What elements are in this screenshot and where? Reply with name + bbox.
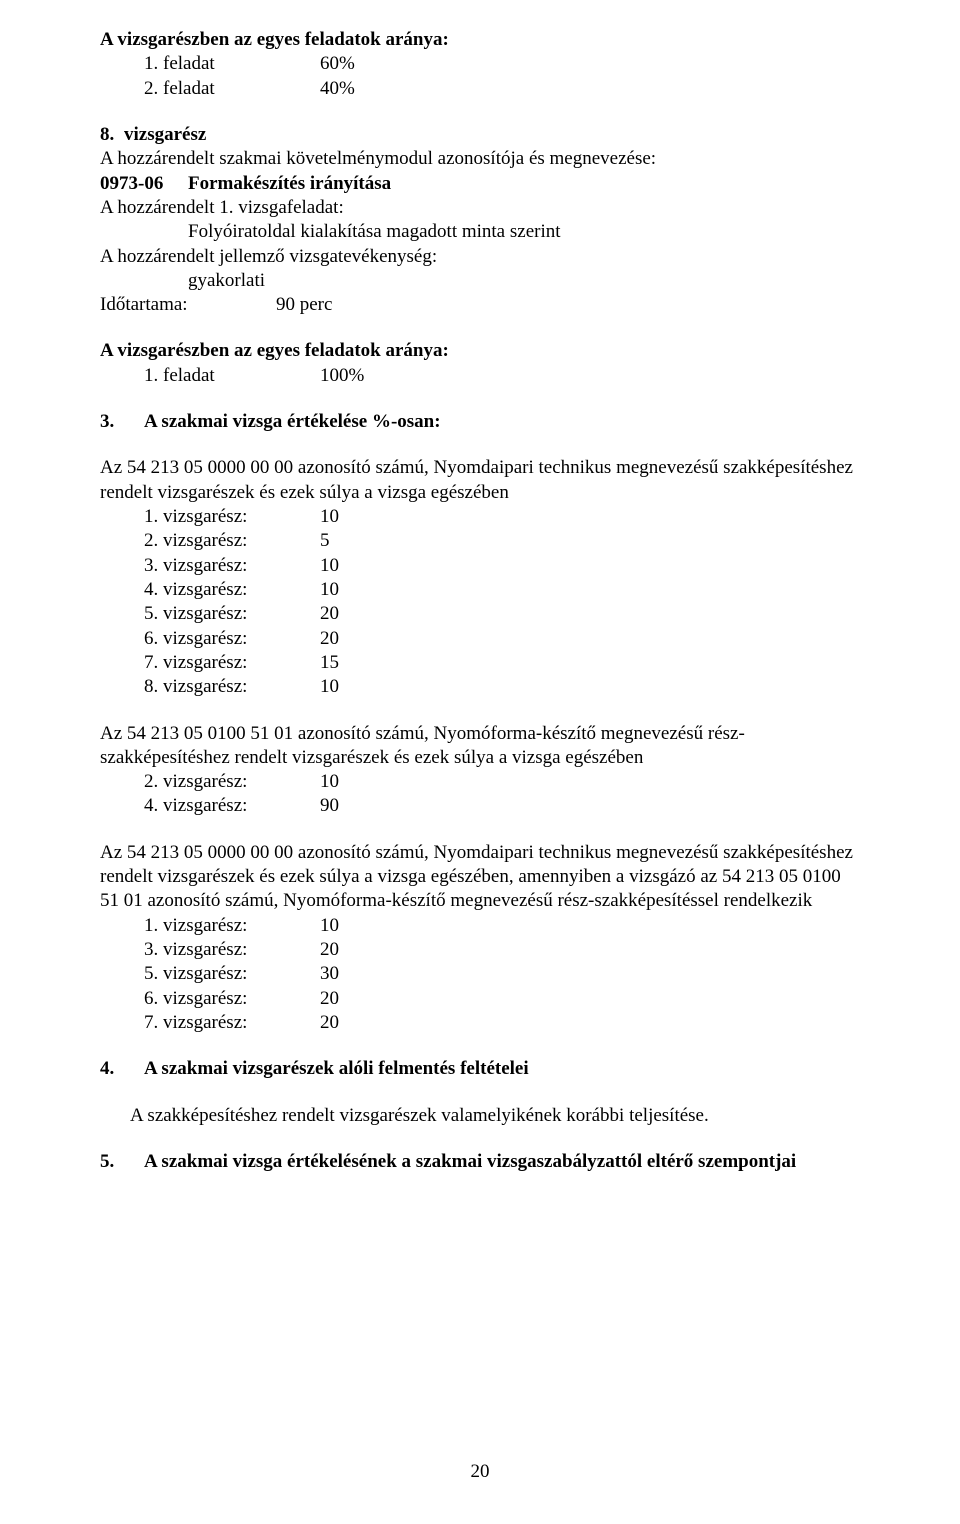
task-label: 1. feladat — [144, 364, 320, 388]
group-value: 10 — [320, 505, 339, 529]
tasks1-list: 1. feladat60%2. feladat40% — [100, 52, 860, 101]
sec8-title: vizsgarész — [124, 123, 206, 147]
group-row: 1. vizsgarész:10 — [100, 505, 860, 529]
sec8-line3: A hozzárendelt jellemző vizsgatevékenysé… — [100, 245, 860, 269]
sec4-header: 4. A szakmai vizsgarészek alóli felmenté… — [100, 1057, 860, 1081]
sec5-title: A szakmai vizsga értékelésének a szakmai… — [144, 1150, 796, 1174]
group-label: 5. vizsgarész: — [144, 962, 320, 986]
page: A vizsgarészben az egyes feladatok arány… — [0, 0, 960, 1524]
page-number: 20 — [0, 1460, 960, 1484]
sec8-duration: Időtartama: 90 perc — [100, 293, 860, 317]
task-label: 2. feladat — [144, 77, 320, 101]
groupC-list: 1. vizsgarész:103. vizsgarész:205. vizsg… — [100, 914, 860, 1036]
tasks2-heading: A vizsgarészben az egyes feladatok arány… — [100, 339, 860, 363]
groupA-list: 1. vizsgarész:102. vizsgarész:53. vizsga… — [100, 505, 860, 700]
group-label: 8. vizsgarész: — [144, 675, 320, 699]
group-value: 20 — [320, 602, 339, 626]
group-value: 15 — [320, 651, 339, 675]
sec8-sub2: gyakorlati — [100, 269, 860, 293]
group-label: 2. vizsgarész: — [144, 770, 320, 794]
sec5-num: 5. — [100, 1150, 144, 1174]
group-row: 2. vizsgarész:5 — [100, 529, 860, 553]
group-label: 3. vizsgarész: — [144, 554, 320, 578]
group-label: 7. vizsgarész: — [144, 1011, 320, 1035]
group-label: 2. vizsgarész: — [144, 529, 320, 553]
group-label: 4. vizsgarész: — [144, 794, 320, 818]
groupB-list: 2. vizsgarész:104. vizsgarész:90 — [100, 770, 860, 819]
group-value: 90 — [320, 794, 339, 818]
groupB-para: Az 54 213 05 0100 51 01 azonosító számú,… — [100, 722, 860, 771]
group-row: 5. vizsgarész:20 — [100, 602, 860, 626]
group-row: 5. vizsgarész:30 — [100, 962, 860, 986]
group-label: 6. vizsgarész: — [144, 627, 320, 651]
group-row: 8. vizsgarész:10 — [100, 675, 860, 699]
sec4-num: 4. — [100, 1057, 144, 1081]
group-row: 3. vizsgarész:10 — [100, 554, 860, 578]
groupA-para: Az 54 213 05 0000 00 00 azonosító számú,… — [100, 456, 860, 505]
task-value: 60% — [320, 52, 355, 76]
groupC-para: Az 54 213 05 0000 00 00 azonosító számú,… — [100, 841, 860, 914]
group-value: 10 — [320, 770, 339, 794]
group-value: 20 — [320, 987, 339, 1011]
task-value: 100% — [320, 364, 364, 388]
group-value: 20 — [320, 938, 339, 962]
group-value: 30 — [320, 962, 339, 986]
group-label: 3. vizsgarész: — [144, 938, 320, 962]
sec8-sub: Folyóiratoldal kialakítása magadott mint… — [100, 220, 860, 244]
sec8-line2: A hozzárendelt 1. vizsgafeladat: — [100, 196, 860, 220]
group-value: 10 — [320, 914, 339, 938]
tasks2-list: 1. feladat100% — [100, 364, 860, 388]
sec3-header: 3. A szakmai vizsga értékelése %-osan: — [100, 410, 860, 434]
task-row: 2. feladat40% — [100, 77, 860, 101]
sec3-num: 3. — [100, 410, 144, 434]
sec5-header: 5. A szakmai vizsga értékelésének a szak… — [100, 1150, 860, 1174]
sec8-code-label: 0973-06 — [100, 172, 188, 196]
group-label: 7. vizsgarész: — [144, 651, 320, 675]
group-row: 6. vizsgarész:20 — [100, 987, 860, 1011]
group-value: 20 — [320, 627, 339, 651]
group-label: 1. vizsgarész: — [144, 505, 320, 529]
group-value: 5 — [320, 529, 330, 553]
sec8-code-row: 0973-06 Formakészítés irányítása — [100, 172, 860, 196]
group-row: 1. vizsgarész:10 — [100, 914, 860, 938]
group-label: 6. vizsgarész: — [144, 987, 320, 1011]
sec8-num: 8. — [100, 123, 124, 147]
group-row: 4. vizsgarész:10 — [100, 578, 860, 602]
sec3-title: A szakmai vizsga értékelése %-osan: — [144, 410, 441, 434]
tasks1-heading: A vizsgarészben az egyes feladatok arány… — [100, 28, 860, 52]
group-label: 4. vizsgarész: — [144, 578, 320, 602]
group-row: 4. vizsgarész:90 — [100, 794, 860, 818]
sec8-code-title: Formakészítés irányítása — [188, 172, 391, 196]
sec8-dur-label: Időtartama: — [100, 293, 276, 317]
group-label: 5. vizsgarész: — [144, 602, 320, 626]
group-row: 2. vizsgarész:10 — [100, 770, 860, 794]
sec8-dur-val: 90 perc — [276, 293, 332, 317]
task-value: 40% — [320, 77, 355, 101]
group-row: 7. vizsgarész:20 — [100, 1011, 860, 1035]
group-value: 10 — [320, 554, 339, 578]
group-label: 1. vizsgarész: — [144, 914, 320, 938]
group-row: 7. vizsgarész:15 — [100, 651, 860, 675]
sec8-header: 8. vizsgarész — [100, 123, 860, 147]
task-row: 1. feladat100% — [100, 364, 860, 388]
group-value: 10 — [320, 578, 339, 602]
group-row: 6. vizsgarész:20 — [100, 627, 860, 651]
sec8-line1: A hozzárendelt szakmai követelménymodul … — [100, 147, 860, 171]
group-value: 20 — [320, 1011, 339, 1035]
task-label: 1. feladat — [144, 52, 320, 76]
task-row: 1. feladat60% — [100, 52, 860, 76]
sec4-title: A szakmai vizsgarészek alóli felmentés f… — [144, 1057, 529, 1081]
sec4-body: A szakképesítéshez rendelt vizsgarészek … — [100, 1104, 860, 1128]
group-row: 3. vizsgarész:20 — [100, 938, 860, 962]
group-value: 10 — [320, 675, 339, 699]
